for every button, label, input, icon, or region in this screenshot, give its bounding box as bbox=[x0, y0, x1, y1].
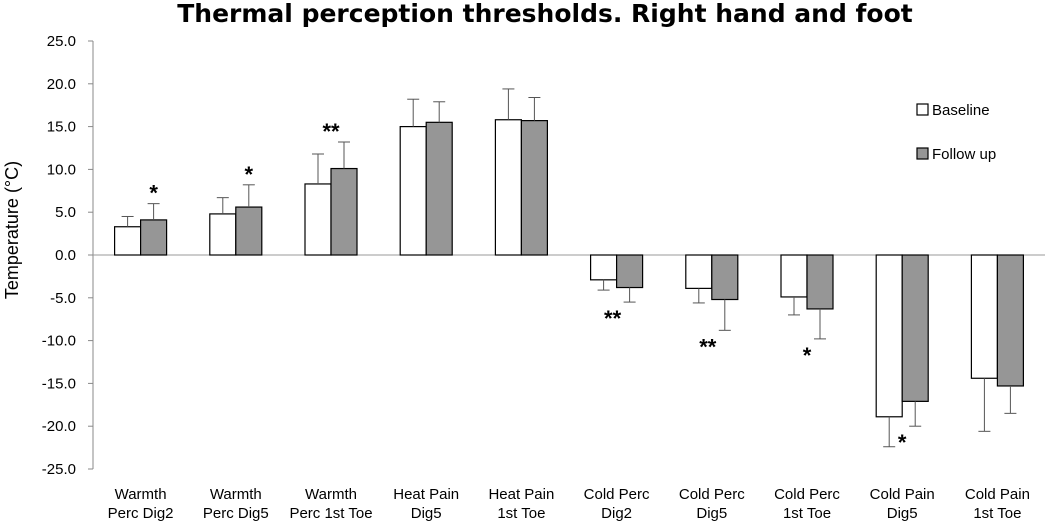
bar-baseline bbox=[875, 254, 903, 418]
significance-marker: * bbox=[898, 430, 907, 455]
error-bar bbox=[121, 215, 134, 227]
significance-marker: * bbox=[245, 162, 254, 187]
error-bar bbox=[883, 416, 896, 448]
y-tick-label: -10.0 bbox=[42, 333, 76, 350]
category-label: Heat Pain 1st Toe bbox=[488, 486, 554, 522]
error-bar bbox=[909, 401, 922, 427]
bar-baseline bbox=[494, 119, 522, 256]
bar-baseline bbox=[970, 254, 999, 379]
error-bar bbox=[1004, 385, 1017, 414]
error-bar bbox=[528, 96, 541, 121]
error-bar bbox=[597, 279, 610, 291]
error-bar bbox=[692, 288, 705, 304]
error-bar bbox=[978, 378, 991, 432]
y-tick-label: 0.0 bbox=[55, 247, 76, 264]
bar-baseline bbox=[304, 183, 332, 256]
error-bar bbox=[147, 203, 160, 220]
error-bar bbox=[242, 184, 255, 208]
y-tick-label: -25.0 bbox=[42, 461, 76, 478]
bar-follow-up bbox=[140, 219, 168, 256]
error-bar bbox=[338, 141, 350, 169]
legend-label: Follow up bbox=[932, 146, 996, 163]
y-tick-label: 5.0 bbox=[55, 204, 76, 221]
bar-baseline bbox=[589, 254, 618, 281]
bar-baseline bbox=[780, 254, 808, 298]
bars bbox=[113, 119, 1025, 418]
significance-annotations: ******** ** bbox=[149, 119, 907, 455]
bar-follow-up bbox=[996, 254, 1025, 387]
y-tick-label: 20.0 bbox=[47, 76, 76, 93]
category-label: Cold Pain 1st Toe bbox=[965, 486, 1030, 522]
y-tick-label: 10.0 bbox=[47, 161, 76, 178]
significance-marker: ** bbox=[604, 306, 622, 331]
bar-follow-up bbox=[425, 121, 453, 256]
category-label: Heat Pain Dig5 bbox=[393, 486, 459, 522]
significance-marker: * bbox=[803, 343, 812, 368]
y-tick-label: -20.0 bbox=[42, 418, 76, 435]
legend-label: Baseline bbox=[932, 102, 990, 119]
bar-follow-up bbox=[235, 206, 263, 256]
category-label: Warmth Perc Dig5 bbox=[203, 486, 269, 522]
error-bar bbox=[623, 287, 636, 303]
error-bar bbox=[407, 98, 420, 127]
error-bar bbox=[216, 197, 229, 214]
bar-baseline bbox=[113, 226, 142, 256]
legend: Baseline Follow up bbox=[916, 102, 996, 163]
y-tick-label: -15.0 bbox=[42, 375, 76, 392]
category-label: Cold Perc Dig2 bbox=[584, 486, 650, 522]
error-bar bbox=[312, 153, 324, 184]
category-label: Warmth Perc Dig2 bbox=[108, 486, 174, 522]
category-label: Cold Perc Dig5 bbox=[679, 486, 745, 522]
significance-marker: * bbox=[149, 181, 158, 206]
category-label: Cold Perc 1st Toe bbox=[774, 486, 840, 522]
y-tick-label: -5.0 bbox=[50, 290, 76, 307]
bar-baseline bbox=[209, 213, 237, 256]
bar-baseline bbox=[399, 125, 427, 256]
bar-follow-up bbox=[330, 167, 358, 256]
significance-marker: ** bbox=[699, 334, 717, 359]
bar-follow-up bbox=[806, 254, 834, 310]
error-bar bbox=[502, 88, 515, 120]
bar-follow-up bbox=[711, 254, 739, 301]
bar-follow-up bbox=[520, 120, 549, 256]
chart-title: Thermal perception thresholds. Right han… bbox=[177, 0, 913, 28]
bar-follow-up bbox=[615, 254, 644, 289]
significance-marker: ** bbox=[322, 119, 340, 144]
y-tick-label: 15.0 bbox=[47, 119, 76, 136]
bar-baseline bbox=[685, 254, 713, 289]
category-label: Warmth Perc 1st Toe bbox=[289, 486, 372, 522]
error-bar bbox=[433, 101, 446, 123]
legend-swatch bbox=[916, 147, 929, 160]
category-labels: Warmth Perc Dig2 Warmth Perc Dig5 Warmth Perc… bbox=[108, 486, 1030, 522]
y-axis-label: Temperature (°C) bbox=[2, 161, 22, 299]
category-label: Cold Pain Dig5 bbox=[870, 486, 935, 522]
bar-follow-up bbox=[901, 254, 929, 402]
legend-swatch bbox=[916, 103, 929, 116]
error-bar bbox=[788, 296, 800, 316]
error-bar bbox=[814, 308, 826, 340]
y-tick-label: 25.0 bbox=[47, 33, 76, 50]
error-bar bbox=[718, 299, 731, 331]
error-bars bbox=[121, 88, 1017, 448]
